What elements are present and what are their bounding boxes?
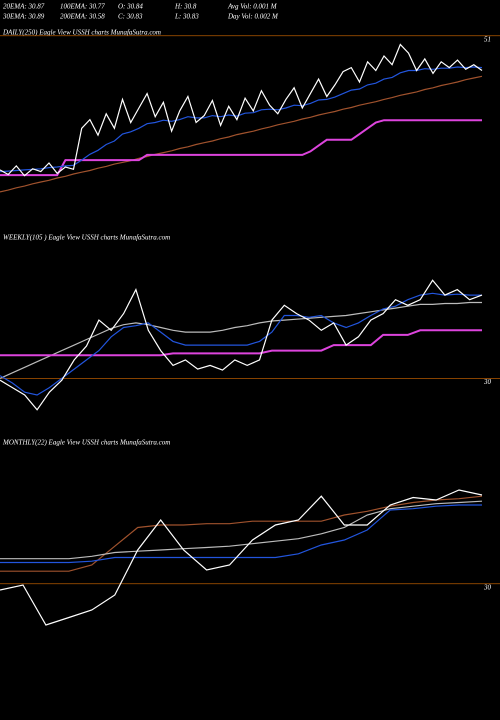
series-line bbox=[0, 292, 482, 396]
series-line bbox=[0, 43, 483, 177]
y-tick-label: 30 bbox=[483, 583, 492, 591]
series-line bbox=[0, 489, 483, 626]
series-line bbox=[0, 329, 482, 357]
header-stat: 20EMA: 30.87 bbox=[3, 3, 45, 11]
panel-title: MONTHLY(22) Eagle View USSH charts Munaf… bbox=[2, 439, 170, 447]
series-line bbox=[0, 119, 482, 177]
header-stat: C: 30.83 bbox=[118, 13, 143, 21]
series-line bbox=[0, 75, 483, 193]
panel-title: WEEKLY(105 ) Eagle View USSH charts Muna… bbox=[3, 234, 170, 242]
series-line bbox=[0, 495, 483, 572]
series-line bbox=[0, 66, 483, 173]
series-line bbox=[0, 500, 483, 560]
y-tick-label: 30 bbox=[483, 378, 492, 386]
header-stat: O: 30.84 bbox=[118, 3, 143, 11]
header-stat: 200EMA: 30.58 bbox=[60, 13, 105, 21]
header-stat: L: 30.83 bbox=[174, 13, 199, 21]
header-stat: 100EMA: 30.77 bbox=[60, 3, 105, 11]
series-line bbox=[0, 504, 482, 564]
series-line bbox=[0, 301, 482, 379]
panel-title: DAILY(250) Eagle View USSH charts Munafa… bbox=[2, 29, 161, 37]
header-stat: Avg Vol: 0.001 M bbox=[227, 3, 278, 11]
header-stat: 30EMA: 30.89 bbox=[2, 13, 45, 21]
header-stat: Day Vol: 0.002 M bbox=[227, 13, 279, 21]
y-tick-label: 51 bbox=[484, 35, 491, 43]
header-stat: H: 30.8 bbox=[174, 3, 197, 11]
series-line bbox=[0, 279, 483, 411]
